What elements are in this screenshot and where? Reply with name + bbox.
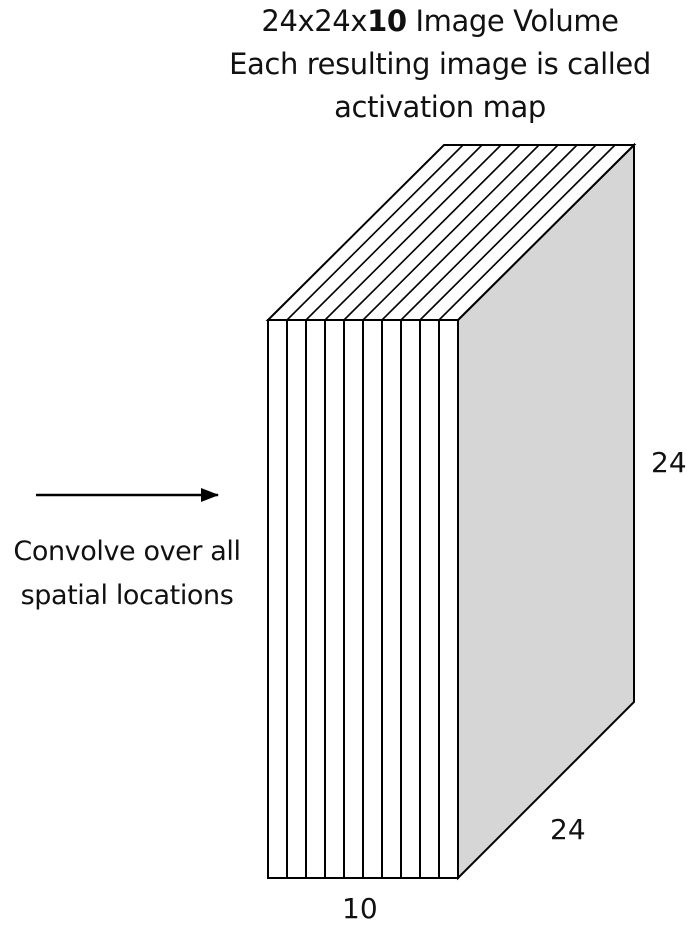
top-face-slice-edge [324, 144, 502, 321]
title-line-2: Each resulting image is called [229, 47, 651, 81]
top-face-slice-edge [362, 144, 540, 321]
top-face-slice-edge [286, 144, 464, 321]
title-suffix: Image Volume [406, 4, 620, 38]
activation-map-slice [324, 319, 345, 879]
volume-front-slices [267, 319, 459, 879]
activation-map-slice [438, 319, 459, 879]
title-bold-depth: 10 [367, 4, 407, 38]
width-dimension-label: 10 [342, 892, 378, 925]
activation-map-slice [286, 319, 307, 879]
title-prefix: 24x24x [261, 4, 368, 38]
title-line-1: 24x24x10 Image Volume [200, 0, 680, 43]
height-dimension-label: 24 [651, 446, 687, 479]
activation-map-slice [419, 319, 440, 879]
top-face-slice-edge [305, 144, 483, 321]
top-face-slice-edge [419, 144, 597, 321]
activation-map-slice [362, 319, 383, 879]
activation-map-slice [343, 319, 364, 879]
depth-dimension-label: 24 [550, 813, 586, 846]
volume-top-face [265, 144, 637, 321]
top-face-slice-edge [343, 144, 521, 321]
diagram-title: 24x24x10 Image Volume Each resulting ima… [200, 0, 680, 129]
top-face-slice-edge [400, 144, 578, 321]
top-face-slice-edge [438, 144, 616, 321]
activation-map-slice [305, 319, 326, 879]
convolve-caption: Convolve over all spatial locations [0, 530, 258, 618]
caption-line-1: Convolve over all [13, 536, 241, 567]
activation-map-slice [400, 319, 421, 879]
top-face-slice-edge [381, 144, 559, 321]
title-line-3: activation map [334, 90, 546, 124]
caption-line-2: spatial locations [20, 580, 234, 611]
activation-map-slice [381, 319, 402, 879]
activation-map-slice [267, 319, 288, 879]
